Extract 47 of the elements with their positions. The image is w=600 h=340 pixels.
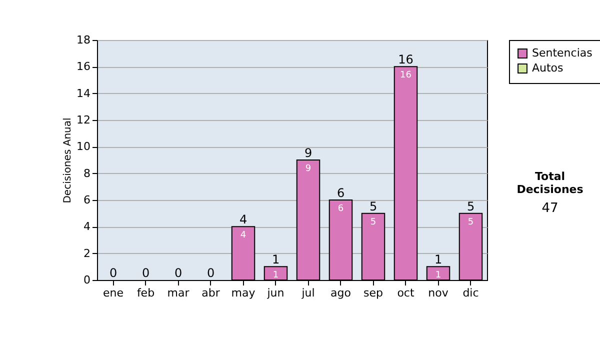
x-tick-label: nov — [428, 286, 449, 300]
text: 47 — [540, 201, 560, 216]
x-tick-label: jul — [300, 286, 315, 300]
y-tick-label: 18 — [76, 34, 90, 46]
total-label: 6 — [336, 186, 345, 200]
total-label: 5 — [369, 199, 378, 214]
y-tick-label: 4 — [84, 220, 90, 234]
x-tick-label: jun — [266, 286, 284, 300]
total-label: 0 — [142, 266, 150, 280]
total-label: 0 — [109, 266, 118, 280]
total-label: 16 — [398, 52, 414, 67]
total-label: 4 — [239, 212, 248, 227]
legend-label: Sentencias — [532, 46, 593, 60]
x-tick-label: ago — [330, 286, 352, 300]
x-tick-label: may — [231, 286, 256, 300]
data-label: 5 — [468, 217, 474, 228]
data-label: 16 — [400, 70, 412, 81]
data-label: 9 — [305, 164, 312, 174]
total-label: 0 — [174, 266, 182, 280]
data-label: 1 — [272, 270, 279, 281]
x-tick-label: mar — [167, 286, 190, 300]
x-tick-label: oct — [397, 286, 415, 300]
data-label: 6 — [338, 204, 344, 214]
x-tick-label: dic — [462, 286, 479, 300]
text: Total Decisiones — [516, 170, 584, 196]
y-tick-label: 14 — [76, 86, 90, 100]
total-label: 9 — [304, 146, 312, 160]
total-label: 0 — [206, 266, 215, 280]
y-tick-label: 16 — [76, 60, 90, 74]
y-tick-label: 10 — [76, 140, 90, 154]
y-tick-label: 12 — [76, 114, 90, 126]
x-tick-label: feb — [136, 286, 155, 300]
total-label: 1 — [434, 252, 442, 267]
x-tick-label: abr — [202, 286, 220, 300]
legend-label: Autos — [532, 62, 564, 74]
y-axis-title: Decisiones Anual — [62, 118, 74, 204]
y-tick-label: 0 — [84, 274, 90, 286]
y-tick-label: 6 — [84, 194, 90, 206]
data-label: 5 — [370, 217, 376, 228]
x-tick-label: sep — [364, 286, 384, 300]
total-label: 1 — [272, 252, 280, 267]
y-tick-label: 8 — [84, 166, 90, 180]
x-tick-label: ene — [102, 286, 124, 300]
total-label: 5 — [466, 199, 475, 214]
y-tick-label: 2 — [84, 246, 90, 260]
data-label: 1 — [435, 270, 442, 281]
data-label: 4 — [240, 230, 246, 241]
